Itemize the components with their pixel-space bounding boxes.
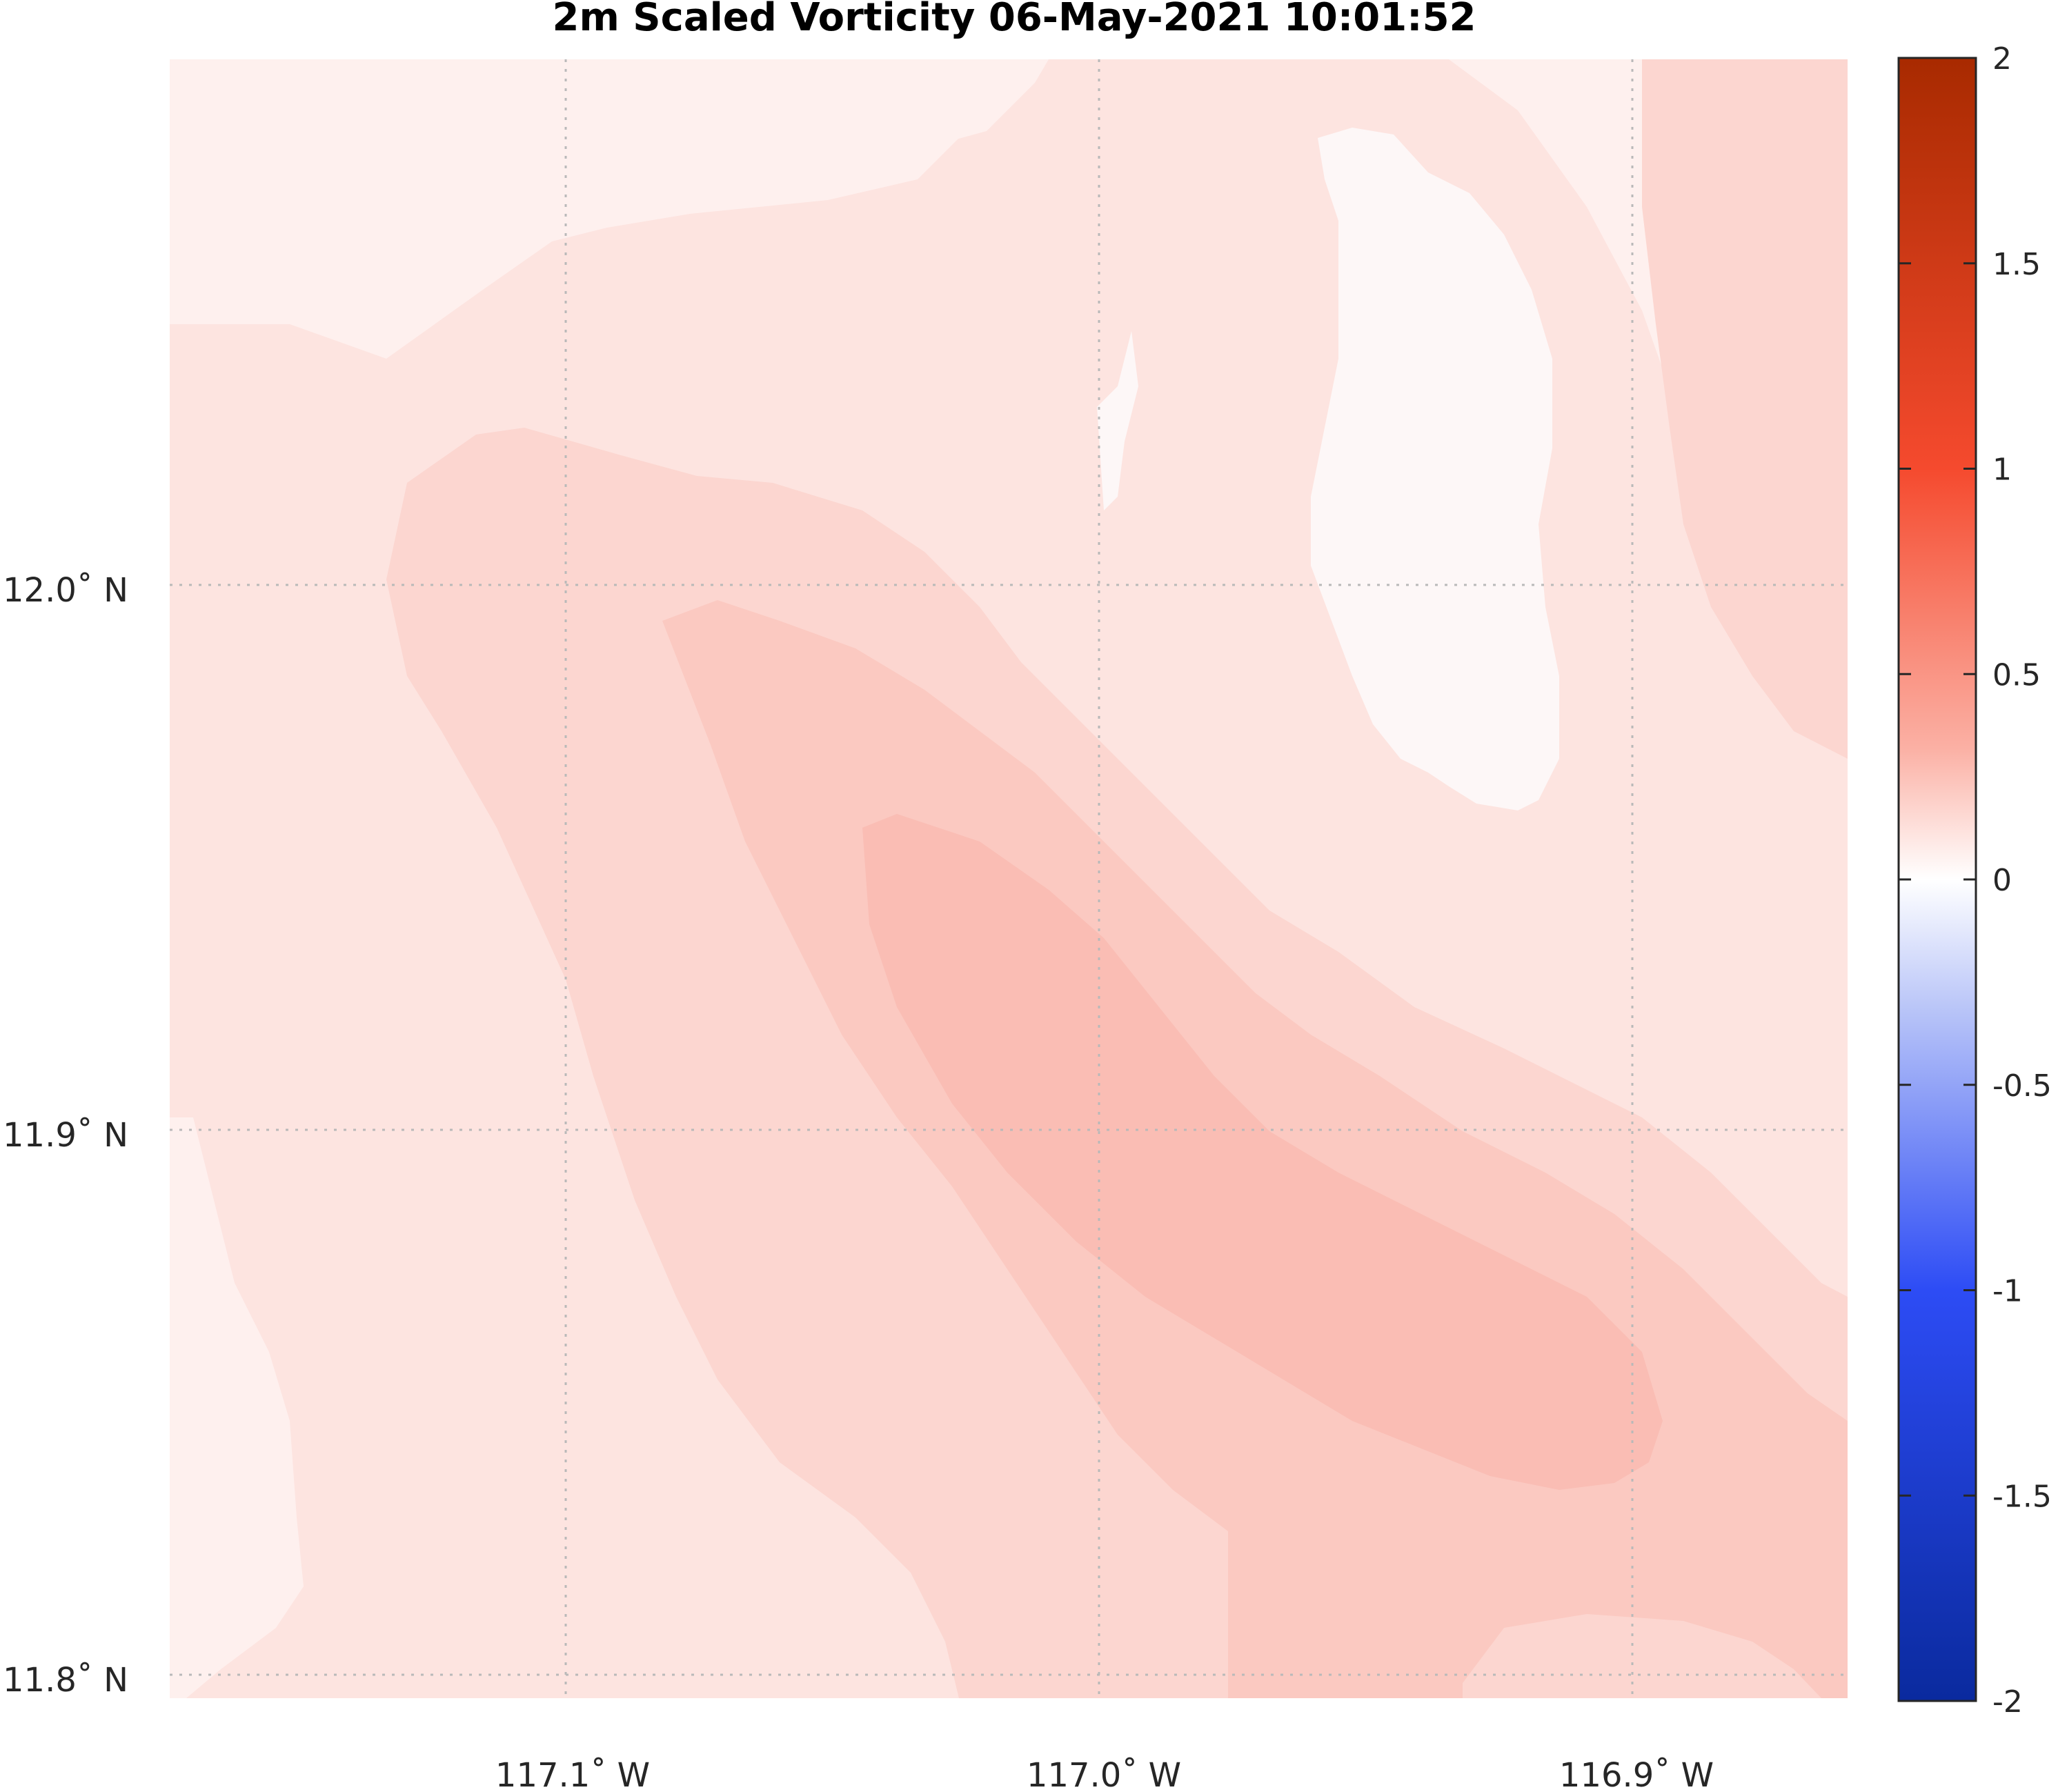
map-grid <box>170 59 1848 1698</box>
contour-near-zero-patch <box>1311 128 1559 810</box>
colorbar-gradient <box>1897 57 1977 1702</box>
contour-level-2-right <box>1642 59 1848 759</box>
contour-level-4 <box>862 814 1663 1490</box>
map-panel: 12.0˚ N 11.9˚ N 11.8˚ N 117.1˚ W 117.0˚ … <box>3 59 1848 1792</box>
colorbar-ticks: 2 1.5 1 0.5 0 -0.5 -1 -1.5 -2 <box>1899 41 2052 1720</box>
contour-level-2-bottom <box>1463 1614 1821 1698</box>
contour-near-zero-top <box>793 59 1049 152</box>
lon-label-116.9: 116.9˚ W <box>1559 1756 1714 1792</box>
colorbar: 2 1.5 1 0.5 0 -0.5 -1 -1.5 -2 <box>1897 41 2052 1720</box>
colorbar-tick-label: 1.5 <box>1992 247 2041 282</box>
contour-near-zero-left <box>1097 331 1138 510</box>
colorbar-tick-label: 2 <box>1992 41 2012 77</box>
colorbar-tick-label: 0 <box>1992 863 2012 898</box>
lat-label-12.0: 12.0˚ N <box>3 571 128 610</box>
lat-label-11.9: 11.9˚ N <box>3 1116 128 1155</box>
colorbar-tick-label: 1 <box>1992 452 2012 488</box>
colorbar-tick-label: -0.5 <box>1992 1068 2052 1104</box>
lon-label-117.1: 117.1˚ W <box>495 1756 650 1792</box>
contour-level-0-lower-left <box>170 1117 304 1698</box>
colorbar-tick-label: 0.5 <box>1992 657 2041 693</box>
figure-title: 2m Scaled Vorticity 06-May-2021 10:01:52 <box>552 0 1476 40</box>
colorbar-tick-label: -2 <box>1992 1684 2023 1720</box>
lat-label-11.8: 11.8˚ N <box>3 1661 128 1700</box>
colorbar-tick-label: -1.5 <box>1992 1479 2052 1514</box>
lon-label-117.0: 117.0˚ W <box>1027 1756 1181 1792</box>
colorbar-tick-label: -1 <box>1992 1274 2023 1309</box>
